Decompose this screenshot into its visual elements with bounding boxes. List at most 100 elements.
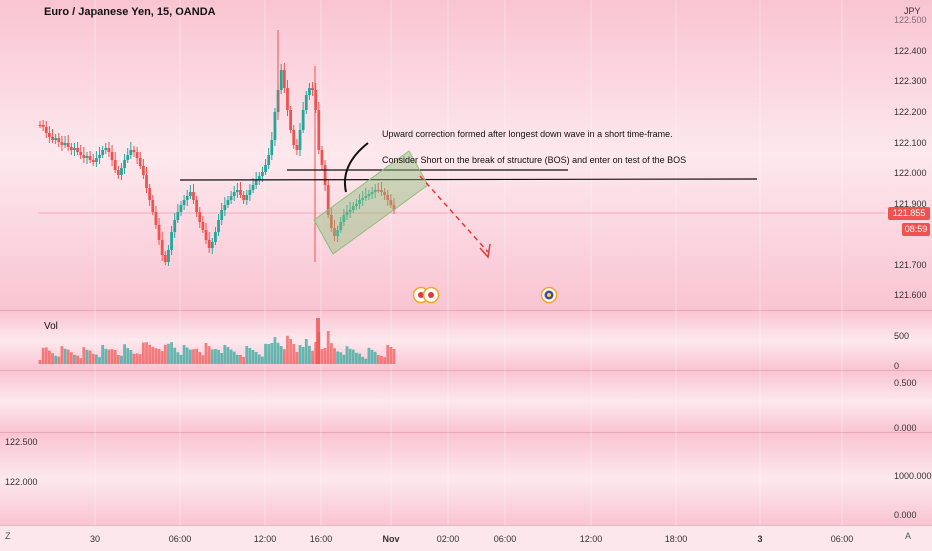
- candle-body: [229, 196, 233, 200]
- price-axis-label: 122.400: [894, 46, 927, 56]
- volume-bar: [264, 343, 267, 364]
- events-icon[interactable]: [412, 285, 440, 310]
- price-axis[interactable]: JPY 122.500 122.400 122.300 122.200 122.…: [886, 0, 932, 525]
- candle-body: [323, 165, 327, 185]
- lower-pane[interactable]: [0, 433, 932, 525]
- candle-body: [148, 188, 152, 200]
- volume-bar: [298, 345, 302, 364]
- annotation-pointer: [344, 142, 369, 193]
- candle-body: [51, 137, 54, 140]
- volume-bar: [66, 349, 70, 364]
- annotation-line-2[interactable]: Consider Short on the break of structure…: [382, 155, 687, 165]
- volume-bar: [91, 353, 95, 364]
- candle-body: [314, 90, 318, 110]
- volume-bar: [135, 353, 139, 364]
- candle-body: [364, 196, 368, 198]
- candle-body: [289, 110, 293, 130]
- candle-body: [248, 190, 252, 195]
- volume-bar: [63, 348, 67, 364]
- candle-body: [301, 110, 305, 130]
- volume-bar: [138, 354, 142, 364]
- price-axis-label: 121.700: [894, 260, 927, 270]
- volume-bar: [276, 342, 280, 364]
- time-axis[interactable]: 30 06:00 12:00 16:00 Nov 02:00 06:00 12:…: [0, 525, 932, 551]
- candle-body: [138, 158, 142, 166]
- candle-body: [38, 125, 42, 127]
- zoom-button[interactable]: Z: [5, 531, 11, 541]
- volume-bar: [351, 349, 355, 364]
- candle-body: [120, 168, 123, 175]
- volume-bar: [254, 352, 258, 364]
- candle-body: [98, 155, 101, 158]
- volume-bar: [185, 347, 189, 364]
- volume-bar: [79, 358, 83, 364]
- candle-body: [198, 212, 202, 222]
- volume-bar: [323, 348, 327, 364]
- candle-body: [157, 225, 161, 240]
- candle-body: [116, 170, 120, 175]
- candle-body: [326, 185, 330, 215]
- price-pane[interactable]: Euro / Japanese Yen, 15, OANDA: [0, 0, 932, 310]
- volume-bar: [107, 349, 111, 364]
- volume-bar: [373, 351, 377, 364]
- volume-bar: [223, 345, 227, 364]
- economic-calendar-icon[interactable]: [540, 286, 558, 309]
- time-axis-label: Nov: [382, 534, 400, 544]
- candle-body: [141, 166, 145, 175]
- volume-bar: [345, 346, 349, 364]
- volume-bar: [132, 353, 136, 364]
- auto-scale-button[interactable]: A: [905, 531, 912, 541]
- pane-separator[interactable]: [0, 310, 932, 311]
- volume-bar: [54, 355, 58, 364]
- candle-body: [69, 147, 73, 150]
- candle-body: [210, 242, 214, 248]
- candle-body: [154, 212, 158, 225]
- volume-bar: [358, 353, 361, 364]
- pane-separator[interactable]: [0, 432, 932, 433]
- symbol-title[interactable]: Euro / Japanese Yen, 15, OANDA: [44, 6, 216, 18]
- volume-bar: [126, 348, 130, 364]
- candle-body: [273, 112, 277, 140]
- candle-body: [355, 204, 358, 206]
- pane-separator[interactable]: [0, 370, 932, 371]
- volume-bar: [261, 356, 264, 364]
- candle-body: [345, 212, 349, 215]
- candle-body: [54, 138, 58, 140]
- volume-bar: [257, 354, 261, 364]
- price-axis-label: 121.600: [894, 290, 927, 300]
- candle-body: [239, 190, 242, 195]
- volume-bar: [38, 360, 42, 364]
- volume-bar: [104, 348, 108, 364]
- candle-body: [270, 140, 274, 155]
- indicator-pane[interactable]: [0, 371, 932, 432]
- volume-bar: [239, 355, 242, 364]
- candle-body: [317, 110, 321, 150]
- volume-bar: [182, 345, 186, 364]
- candle-body: [220, 210, 224, 220]
- volume-bar: [383, 357, 387, 364]
- volume-bar: [47, 350, 51, 364]
- chart-canvas[interactable]: [0, 0, 932, 525]
- candle-body: [91, 160, 95, 162]
- volume-bar: [336, 351, 340, 364]
- candle-body: [79, 152, 83, 155]
- volume-bar: [110, 349, 114, 364]
- candle-body: [85, 156, 89, 158]
- volume-bar: [129, 350, 133, 364]
- volume-bar: [167, 343, 170, 364]
- volume-bar: [232, 351, 236, 364]
- annotation-line-1[interactable]: Upward correction formed after longest d…: [382, 129, 673, 139]
- volume-bar: [148, 344, 152, 364]
- candle-body: [308, 88, 311, 95]
- indicator-axis-label: 0.000: [894, 423, 917, 433]
- volume-bar: [364, 358, 368, 364]
- candle-body: [151, 200, 155, 212]
- volume-bar: [361, 356, 365, 364]
- candle-body: [311, 88, 314, 90]
- volume-bar: [329, 343, 333, 364]
- volume-bar: [94, 354, 98, 364]
- candle-body: [182, 200, 186, 205]
- candle-body: [126, 155, 130, 160]
- volume-bar: [333, 348, 336, 364]
- candle-body: [264, 165, 267, 172]
